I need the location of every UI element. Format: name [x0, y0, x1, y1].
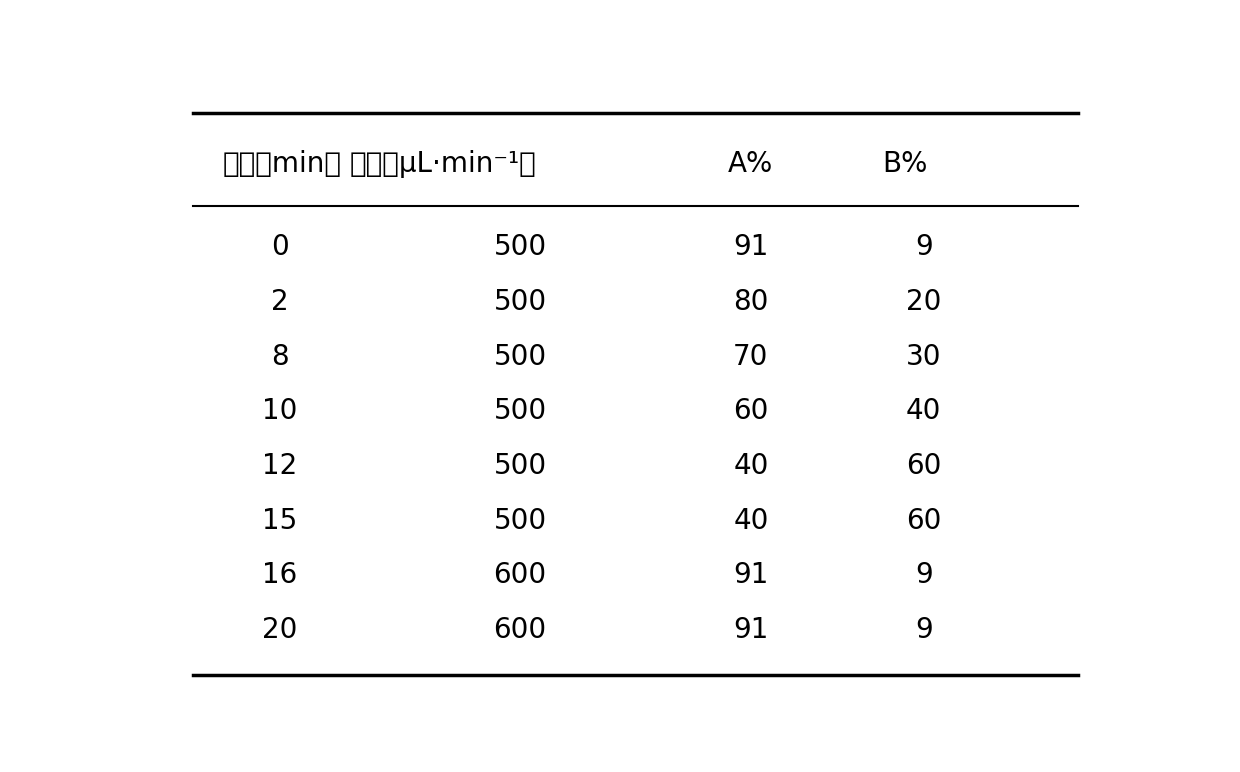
- Text: 0: 0: [272, 233, 289, 261]
- Text: 40: 40: [733, 506, 769, 535]
- Text: 16: 16: [263, 561, 298, 589]
- Text: 91: 91: [733, 233, 769, 261]
- Text: 500: 500: [494, 288, 547, 316]
- Text: A%: A%: [728, 150, 774, 178]
- Text: 60: 60: [906, 506, 941, 535]
- Text: 20: 20: [906, 288, 941, 316]
- Text: 30: 30: [906, 343, 941, 371]
- Text: 9: 9: [915, 233, 932, 261]
- Text: 91: 91: [733, 616, 769, 644]
- Text: 20: 20: [262, 616, 298, 644]
- Text: 500: 500: [494, 506, 547, 535]
- Text: 500: 500: [494, 233, 547, 261]
- Text: 40: 40: [733, 452, 769, 480]
- Text: 9: 9: [915, 561, 932, 589]
- Text: 60: 60: [733, 398, 769, 425]
- Text: 流速（μL·min⁻¹）: 流速（μL·min⁻¹）: [350, 150, 537, 178]
- Text: 8: 8: [272, 343, 289, 371]
- Text: 2: 2: [272, 288, 289, 316]
- Text: 时间（min）: 时间（min）: [222, 150, 341, 178]
- Text: 12: 12: [263, 452, 298, 480]
- Text: 600: 600: [494, 561, 547, 589]
- Text: 60: 60: [906, 452, 941, 480]
- Text: 600: 600: [494, 616, 547, 644]
- Text: 9: 9: [915, 616, 932, 644]
- Text: 91: 91: [733, 561, 769, 589]
- Text: 500: 500: [494, 398, 547, 425]
- Text: B%: B%: [882, 150, 928, 178]
- Text: 10: 10: [262, 398, 298, 425]
- Text: 15: 15: [263, 506, 298, 535]
- Text: 80: 80: [733, 288, 769, 316]
- Text: 500: 500: [494, 452, 547, 480]
- Text: 70: 70: [733, 343, 769, 371]
- Text: 500: 500: [494, 343, 547, 371]
- Text: 40: 40: [906, 398, 941, 425]
